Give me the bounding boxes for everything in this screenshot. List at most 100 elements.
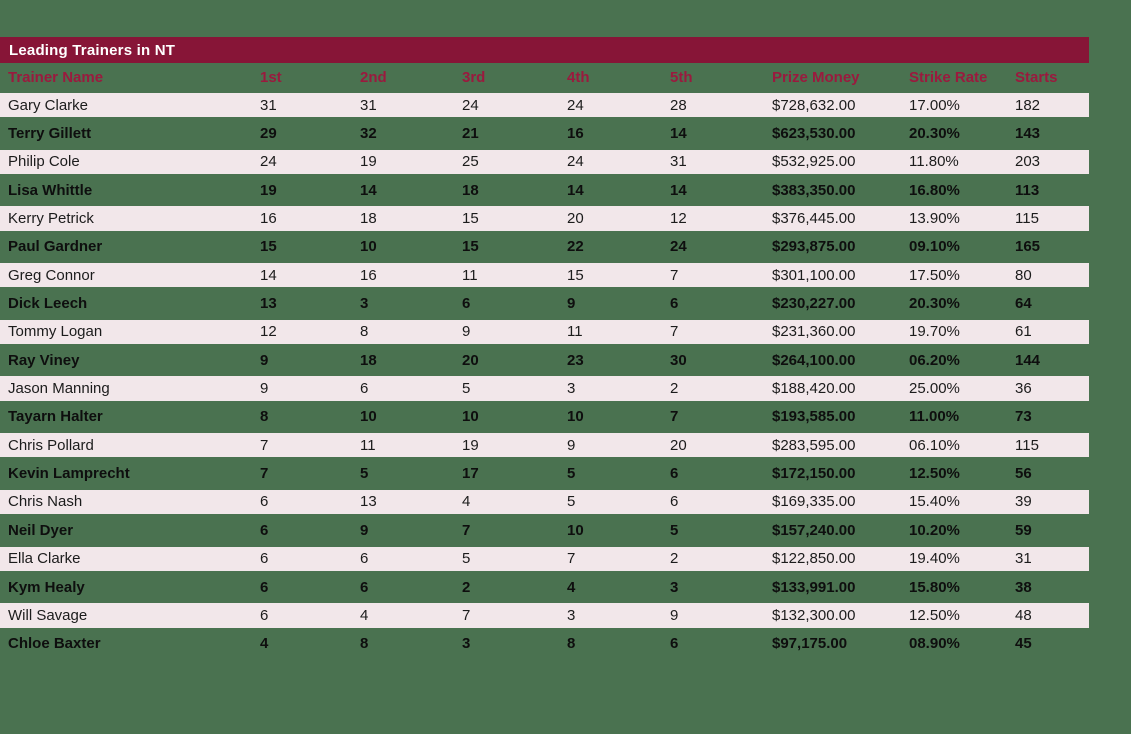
value-cell: 6 <box>260 578 269 596</box>
trainer-name-cell: Greg Connor <box>8 266 95 284</box>
trainer-name-cell: Kym Healy <box>8 578 85 596</box>
value-cell: 6 <box>670 493 679 511</box>
value-cell: 45 <box>1015 635 1032 653</box>
value-cell: 18 <box>360 210 377 228</box>
value-cell: 7 <box>260 436 269 454</box>
value-cell: 25 <box>462 153 479 171</box>
table-title-bar: Leading Trainers in NT <box>0 37 1089 63</box>
value-cell: 12.50% <box>909 465 960 483</box>
value-cell: 21 <box>462 125 479 143</box>
value-cell: 73 <box>1015 408 1032 426</box>
header-cell-trainer-name: Trainer Name <box>8 68 104 86</box>
value-cell: $97,175.00 <box>772 635 848 653</box>
value-cell: 165 <box>1015 238 1041 256</box>
value-cell: 12.50% <box>909 606 960 624</box>
header-cell-3rd: 3rd <box>462 68 486 86</box>
value-cell: 6 <box>260 521 269 539</box>
trainer-name-cell: Gary Clarke <box>8 96 89 114</box>
value-cell: 61 <box>1015 323 1032 341</box>
value-cell: 31 <box>360 96 377 114</box>
table-row: Kevin Lamprecht 7 5 17 5 6 $172,150.00 12.50% 56 <box>0 459 1089 487</box>
header-cell-5th: 5th <box>670 68 693 86</box>
value-cell: 06.10% <box>909 436 960 454</box>
table-row: Gary Clarke 31 31 24 24 28 $728,632.00 17.00% 18… <box>0 91 1089 119</box>
value-cell: 6 <box>670 295 679 313</box>
value-cell: 4 <box>260 635 269 653</box>
value-cell: 9 <box>567 436 576 454</box>
value-cell: 144 <box>1015 351 1041 369</box>
value-cell: $172,150.00 <box>772 465 856 483</box>
value-cell: 4 <box>360 606 369 624</box>
value-cell: $132,300.00 <box>772 606 856 624</box>
table-row: Kerry Petrick 16 18 15 20 12 $376,445.00 13.90%… <box>0 204 1089 232</box>
value-cell: 36 <box>1015 380 1032 398</box>
value-cell: 39 <box>1015 493 1032 511</box>
table-row: Chris Pollard 7 11 19 9 20 $283,595.00 06.10% 11… <box>0 431 1089 459</box>
trainer-name-cell: Dick Leech <box>8 295 88 313</box>
value-cell: 12 <box>670 210 687 228</box>
value-cell: 11 <box>567 323 583 341</box>
value-cell: 20 <box>567 210 584 228</box>
value-cell: 115 <box>1015 436 1039 454</box>
header-cell-4th: 4th <box>567 68 590 86</box>
value-cell: 9 <box>260 351 269 369</box>
value-cell: $230,227.00 <box>772 295 856 313</box>
value-cell: 3 <box>462 635 471 653</box>
value-cell: 15 <box>567 266 584 284</box>
value-cell: 2 <box>670 380 679 398</box>
value-cell: 11 <box>462 266 478 284</box>
value-cell: $133,991.00 <box>772 578 856 596</box>
trainer-name-cell: Chris Nash <box>8 493 83 511</box>
value-cell: 24 <box>567 96 584 114</box>
header-cell-prize-money: Prize Money <box>772 68 860 86</box>
trainer-name-cell: Jason Manning <box>8 380 110 398</box>
value-cell: 10 <box>360 238 377 256</box>
value-cell: 20 <box>462 351 479 369</box>
value-cell: $383,350.00 <box>772 181 856 199</box>
value-cell: 16 <box>360 266 377 284</box>
value-cell: 14 <box>670 181 687 199</box>
value-cell: 5 <box>567 465 576 483</box>
value-cell: 19 <box>260 181 277 199</box>
trainer-name-cell: Ella Clarke <box>8 550 81 568</box>
value-cell: 11 <box>360 436 376 454</box>
value-cell: 4 <box>462 493 471 511</box>
table-row: Dick Leech 13 3 6 9 6 $230,227.00 20.30% 64 <box>0 289 1089 317</box>
table-row: Lisa Whittle 19 14 18 14 14 $383,350.00 16.80% 1… <box>0 176 1089 204</box>
header-cell-1st: 1st <box>260 68 282 86</box>
value-cell: 9 <box>360 521 369 539</box>
value-cell: 6 <box>360 578 369 596</box>
value-cell: 8 <box>567 635 576 653</box>
value-cell: 6 <box>462 295 471 313</box>
value-cell: 10 <box>567 408 584 426</box>
value-cell: 6 <box>260 493 269 511</box>
table-body: Gary Clarke 31 31 24 24 28 $728,632.00 17.00% 18… <box>0 91 1089 658</box>
value-cell: 24 <box>567 153 584 171</box>
value-cell: 59 <box>1015 521 1032 539</box>
value-cell: 6 <box>260 550 269 568</box>
value-cell: 13 <box>260 295 277 313</box>
value-cell: 113 <box>1015 181 1040 199</box>
value-cell: 30 <box>670 351 687 369</box>
value-cell: 7 <box>670 323 679 341</box>
table-row: Philip Cole 24 19 25 24 31 $532,925.00 11.80% 20… <box>0 148 1089 176</box>
table-row: Kym Healy 6 6 2 4 3 $133,991.00 15.80% 38 <box>0 573 1089 601</box>
value-cell: 31 <box>1015 550 1032 568</box>
value-cell: 15 <box>462 238 479 256</box>
value-cell: 3 <box>567 380 576 398</box>
trainer-name-cell: Philip Cole <box>8 153 80 171</box>
value-cell: 56 <box>1015 465 1032 483</box>
value-cell: 18 <box>360 351 377 369</box>
table-row: Greg Connor 14 16 11 15 7 $301,100.00 17.50% 80 <box>0 261 1089 289</box>
trainer-name-cell: Kerry Petrick <box>8 210 94 228</box>
value-cell: 6 <box>260 606 269 624</box>
value-cell: 32 <box>360 125 377 143</box>
value-cell: 5 <box>462 380 471 398</box>
value-cell: 20.30% <box>909 295 960 313</box>
value-cell: 3 <box>360 295 369 313</box>
value-cell: $231,360.00 <box>772 323 856 341</box>
value-cell: $623,530.00 <box>772 125 856 143</box>
value-cell: 28 <box>670 96 687 114</box>
value-cell: 4 <box>567 578 576 596</box>
value-cell: $301,100.00 <box>772 266 856 284</box>
